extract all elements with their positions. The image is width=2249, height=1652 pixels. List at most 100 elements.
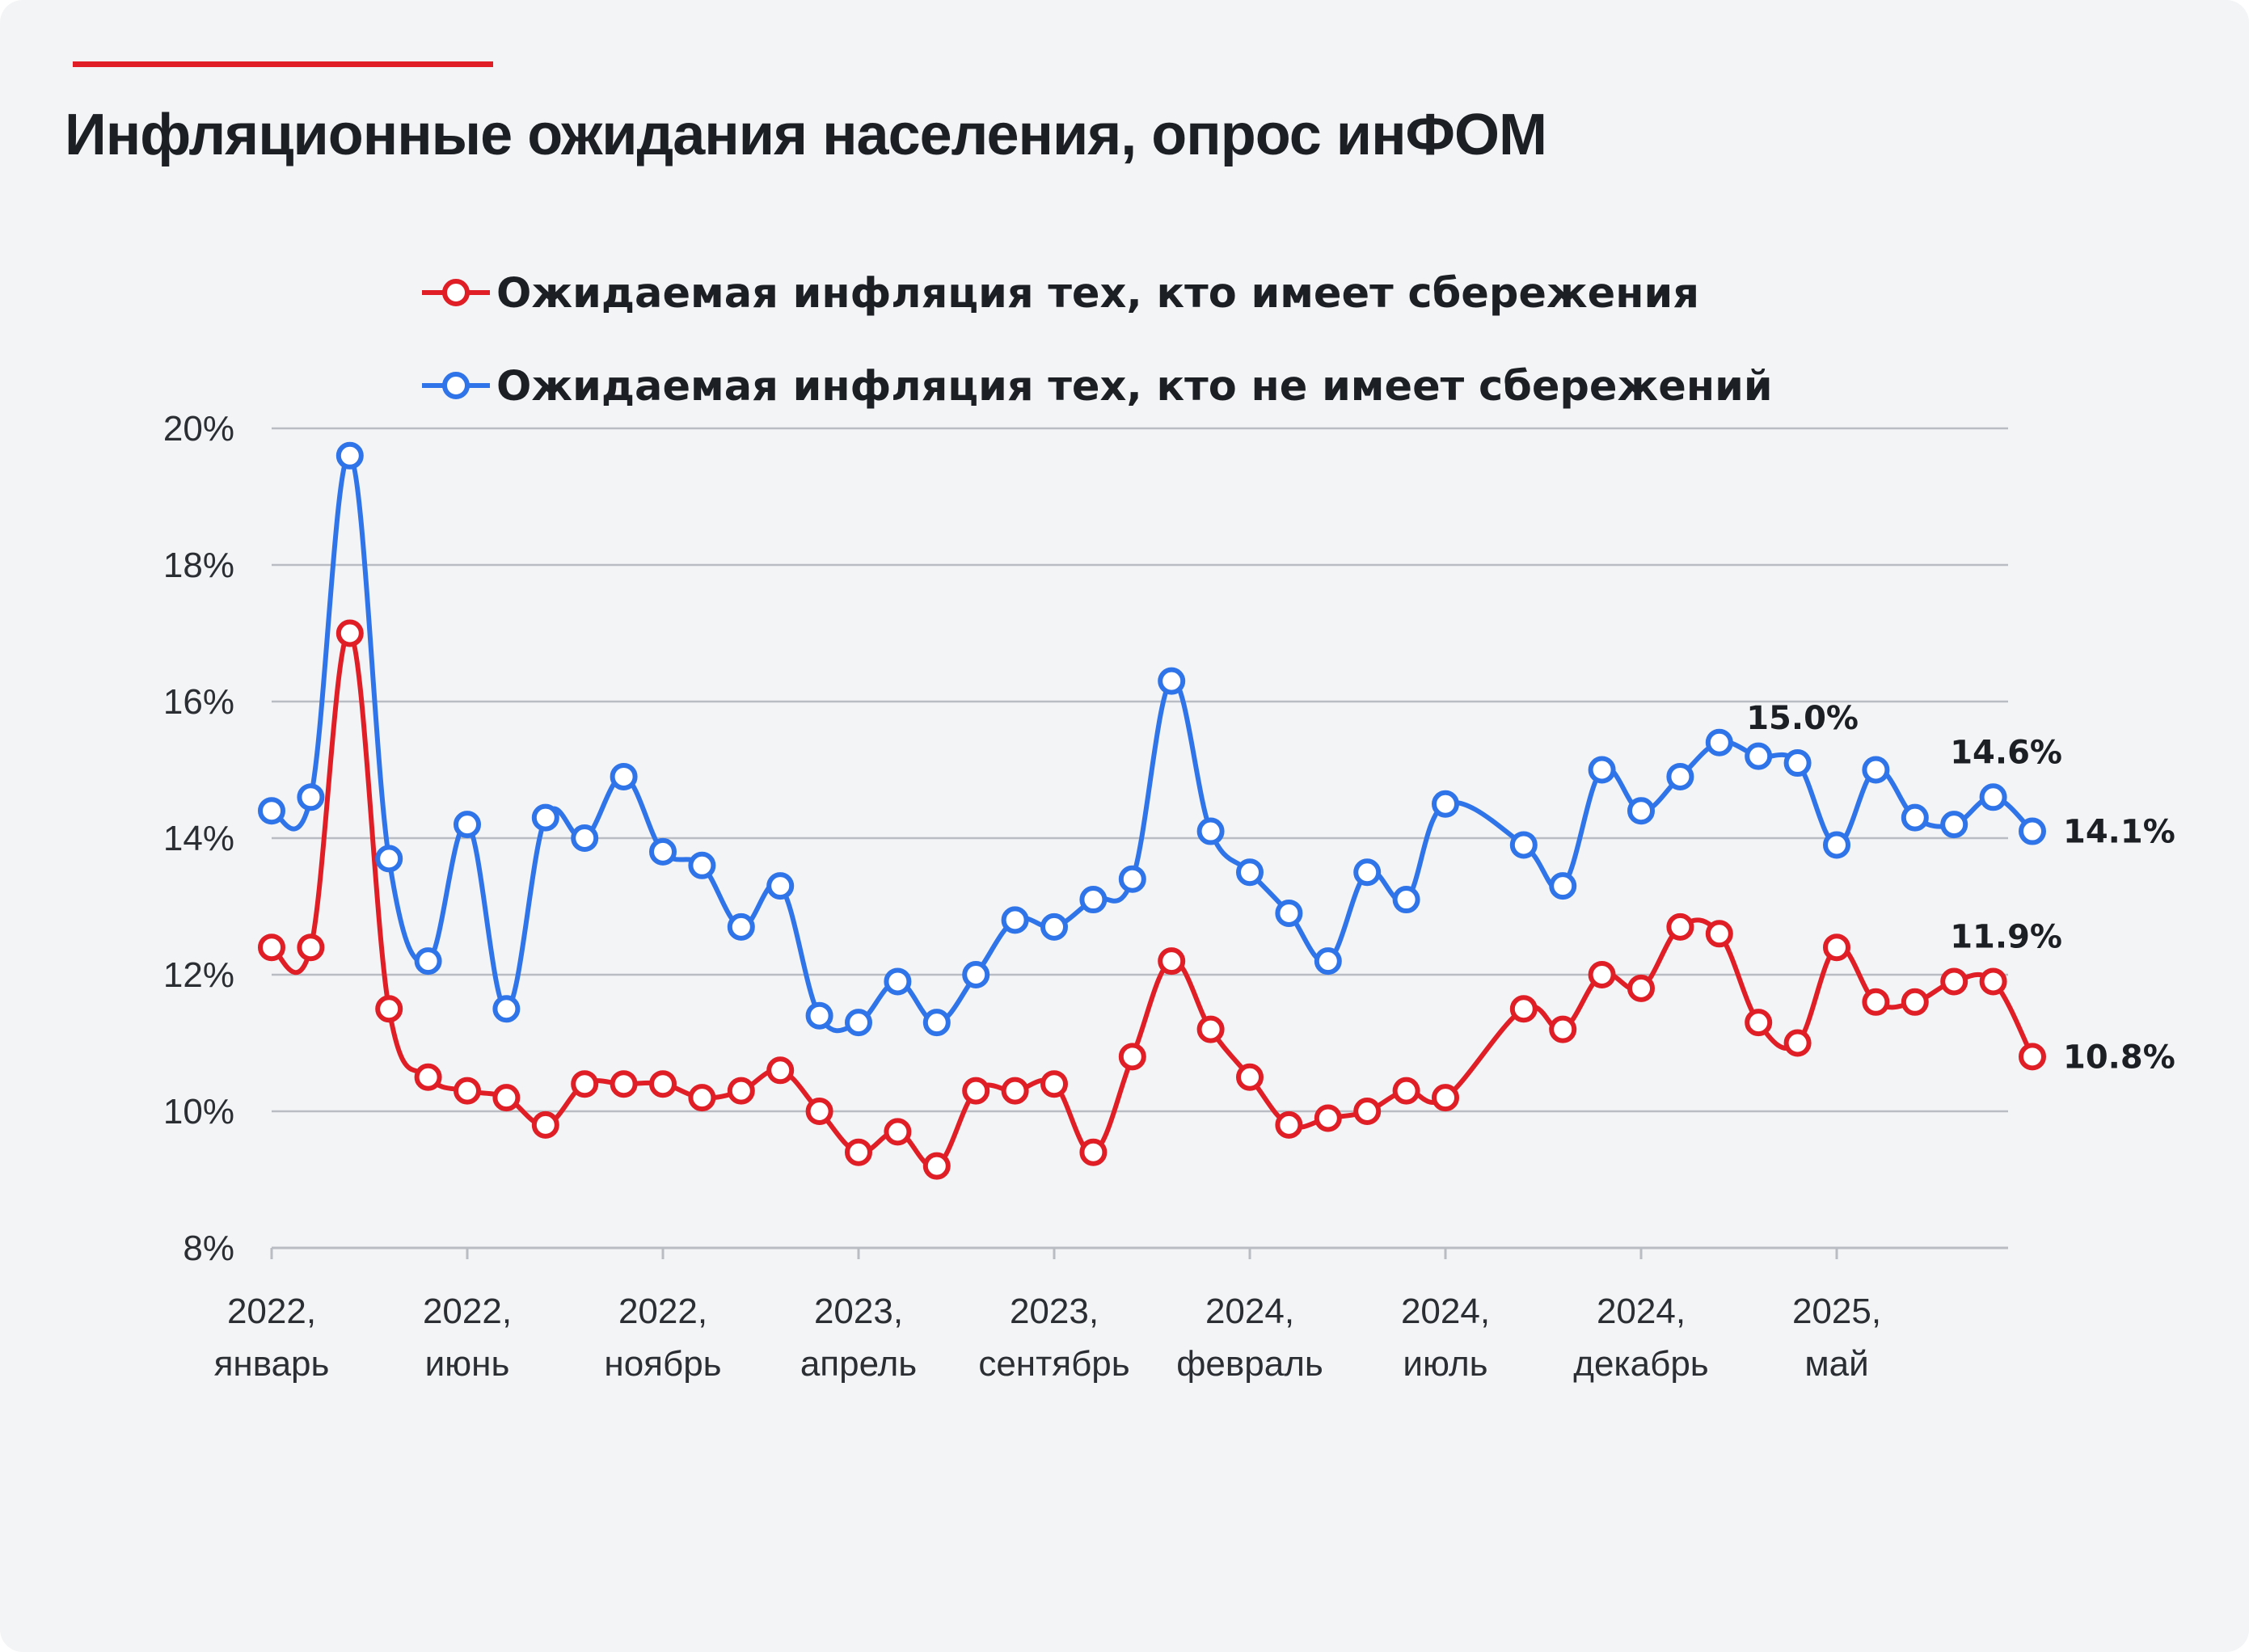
data-point — [1509, 831, 1538, 859]
accent-bar — [73, 61, 493, 67]
data-point — [1979, 967, 2007, 996]
data-point — [962, 1077, 990, 1105]
x-tick-label-month: сентябрь — [978, 1344, 1129, 1384]
data-point — [727, 912, 755, 941]
data-point — [492, 1084, 521, 1112]
data-label: 11.9% — [1950, 918, 2062, 955]
data-point — [884, 967, 912, 996]
data-point — [1275, 899, 1303, 927]
data-point — [1588, 756, 1616, 784]
data-point — [571, 1070, 599, 1098]
data-point — [649, 837, 677, 866]
data-point — [1079, 886, 1108, 914]
data-point — [531, 803, 559, 832]
data-point — [335, 619, 364, 647]
x-tick-label-year: 2024, — [1205, 1292, 1294, 1331]
data-label: 15.0% — [1746, 700, 1859, 737]
legend-item-savers: Ожидаемая инфляция тех, кто имеет сбереж… — [422, 270, 1699, 318]
data-label: 10.8% — [2063, 1039, 2175, 1076]
series-line — [269, 453, 2035, 1034]
x-tick-label-year: 2023, — [814, 1292, 903, 1331]
chart-title: Инфляционные ожидания населения, опрос и… — [65, 103, 1547, 167]
data-point — [258, 797, 285, 825]
y-tick-label: 8% — [183, 1228, 234, 1268]
data-point — [1862, 756, 1890, 784]
data-point — [922, 1152, 951, 1180]
x-tick-label-month: апрель — [800, 1344, 917, 1384]
data-point — [1823, 933, 1850, 962]
data-point — [1353, 1098, 1382, 1125]
y-tick-label: 20% — [163, 409, 234, 449]
data-point — [1705, 920, 1733, 948]
data-point — [1588, 961, 1616, 988]
data-point — [1392, 886, 1420, 914]
y-tick-label: 14% — [163, 819, 234, 858]
x-tick-label-year: 2022, — [423, 1292, 512, 1331]
data-point — [1040, 912, 1068, 941]
x-tick-label-month: январь — [214, 1344, 330, 1384]
data-point — [1118, 865, 1146, 893]
data-point — [1353, 858, 1382, 887]
data-point — [1001, 906, 1029, 934]
y-tick-label: 12% — [163, 955, 234, 995]
x-tick-label-month: февраль — [1176, 1344, 1323, 1384]
data-point — [297, 933, 325, 962]
x-tick-label-month: май — [1804, 1344, 1868, 1384]
data-point — [414, 1063, 442, 1091]
x-axis: 2022, январь 2022, июнь 2022, ноябрь 2023, апре… — [214, 1248, 1881, 1384]
data-point — [1158, 947, 1186, 976]
data-point — [1392, 1077, 1420, 1105]
data-point — [1275, 1110, 1303, 1139]
data-point — [610, 762, 638, 790]
x-tick-label-year: 2023, — [1010, 1292, 1099, 1331]
data-point — [1745, 742, 1773, 770]
data-point — [1040, 1070, 1068, 1098]
data-point — [1118, 1043, 1146, 1071]
data-point — [766, 872, 795, 900]
data-point — [922, 1009, 951, 1037]
data-point — [1314, 947, 1342, 976]
data-point — [962, 961, 990, 988]
data-point — [766, 1056, 795, 1085]
legend: Ожидаемая инфляция тех, кто имеет сбереж… — [422, 270, 1773, 411]
data-point — [1079, 1138, 1108, 1166]
legend-marker — [442, 279, 470, 306]
data-point — [1901, 988, 1929, 1016]
data-point — [1236, 1063, 1264, 1091]
data-point — [1432, 790, 1459, 818]
data-point — [1314, 1104, 1342, 1132]
data-point — [1666, 762, 1694, 790]
data-point — [1705, 728, 1733, 756]
data-point — [1549, 1015, 1577, 1043]
data-point — [688, 851, 716, 879]
data-point — [414, 947, 442, 976]
data-point — [335, 441, 364, 470]
x-tick-label-year: 2024, — [1401, 1292, 1490, 1331]
data-point — [2019, 1043, 2046, 1071]
data-point — [375, 995, 403, 1023]
data-point — [1196, 1015, 1225, 1043]
data-point — [1549, 872, 1577, 900]
data-point — [610, 1070, 638, 1098]
data-point — [727, 1077, 755, 1105]
data-point — [649, 1070, 677, 1098]
x-tick-label-year: 2024, — [1597, 1292, 1686, 1331]
data-point — [375, 845, 403, 873]
data-point — [2019, 817, 2046, 845]
data-point — [1627, 797, 1655, 825]
data-point — [884, 1118, 912, 1146]
x-tick-label-month: июль — [1403, 1344, 1487, 1384]
data-label: 14.1% — [2063, 814, 2175, 851]
legend-marker — [442, 372, 470, 399]
y-tick-label: 18% — [163, 546, 234, 585]
data-point — [531, 1110, 559, 1139]
data-point — [845, 1009, 872, 1037]
data-point — [1236, 858, 1264, 887]
legend-label: Ожидаемая инфляция тех, кто имеет сбереж… — [496, 270, 1699, 318]
data-point — [805, 1098, 833, 1125]
value-labels: 11.9% 10.8% 15.0% 14.6% 14.1% — [1746, 700, 2175, 1076]
data-point — [688, 1084, 716, 1112]
x-tick-label-year: 2025, — [1792, 1292, 1881, 1331]
gridlines — [272, 427, 2008, 1250]
